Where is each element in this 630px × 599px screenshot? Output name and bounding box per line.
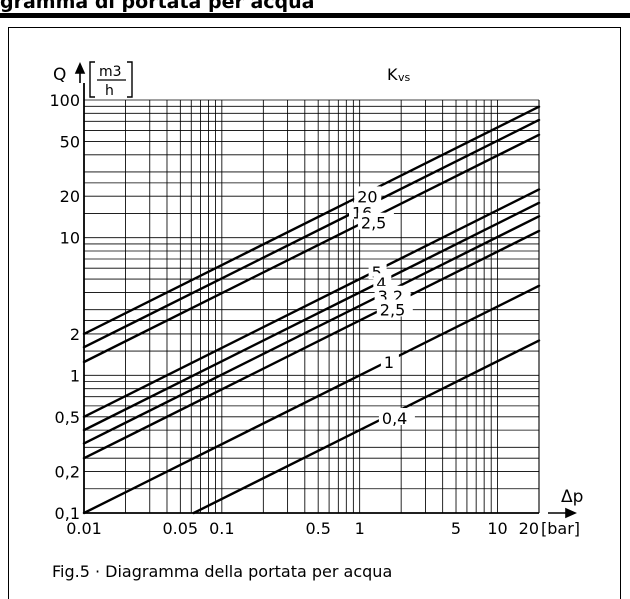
line-label-kvs-1: 1 — [384, 353, 394, 372]
x-axis-arrow-icon — [548, 507, 577, 519]
series-line-kvs-0-4 — [192, 339, 541, 515]
page-title: gramma di portata per acqua — [0, 0, 315, 13]
x-tick-label: 0.01 — [66, 519, 102, 538]
y-axis-label: Q — [53, 65, 66, 85]
x-tick-label: 5 — [451, 519, 461, 538]
line-label-background — [378, 408, 415, 425]
series-line-kvs-4 — [82, 201, 541, 432]
line-label-kvs-0-4: 0,4 — [382, 409, 407, 428]
line-label-background — [357, 212, 394, 230]
x-tick-label: 1 — [355, 519, 365, 538]
legend-title: K vs — [387, 65, 411, 84]
title-rule — [0, 13, 630, 18]
x-tick-label: 0.05 — [162, 519, 198, 538]
unit-bracket-left — [89, 61, 95, 98]
series-line-kvs-1 — [82, 284, 541, 515]
x-tick-label: 20 — [519, 519, 539, 538]
legend-title-sub: vs — [398, 71, 411, 84]
line-label-background — [376, 299, 413, 317]
line-label-background — [380, 352, 399, 370]
series-line-kvs-5 — [82, 188, 541, 418]
x-tick-label: 0.5 — [305, 519, 330, 538]
line-label-background — [354, 186, 382, 204]
y-tick-label: 10 — [60, 229, 80, 248]
line-label-kvs-12-5: 2,5 — [361, 214, 386, 233]
figure-caption: Fig.5 · Diagramma della portata per acqu… — [52, 562, 393, 581]
y-unit-numerator: m3 — [99, 64, 122, 80]
figure-frame — [8, 27, 621, 599]
line-label-kvs-2-5: 2,5 — [380, 301, 405, 320]
series-line-kvs-12-5 — [82, 133, 541, 364]
series-line-kvs-2-5 — [82, 229, 541, 460]
y-tick-label: 0,2 — [55, 463, 80, 482]
unit-bracket-right — [127, 61, 133, 98]
x-tick-label: 0.1 — [209, 519, 234, 538]
series-line-kvs-20 — [82, 105, 541, 336]
line-label-kvs-5: 5 — [372, 263, 382, 282]
chart-series — [82, 105, 541, 515]
series-line-kvs-3-2 — [82, 215, 541, 445]
y-axis-arrow-icon — [74, 62, 86, 83]
x-axis-label: Δp — [561, 487, 583, 507]
y-tick-label: 50 — [60, 132, 80, 151]
x-tick-label: 10 — [487, 519, 507, 538]
y-tick-label: 1 — [70, 366, 80, 385]
line-label-background — [374, 285, 411, 303]
y-tick-label: 0,1 — [55, 504, 80, 523]
line-label-kvs-4: 4 — [376, 274, 386, 293]
chart-tick-labels: 0,1 0,2 0,5 1 2 10 20 50 100 0.01 0.05 0.1 0.5 1 5 10 20… — [49, 91, 580, 538]
chart-grid — [83, 83, 540, 514]
y-tick-label: 2 — [70, 325, 80, 344]
y-tick-label: 20 — [60, 187, 80, 206]
line-label-kvs-20: 20 — [357, 187, 377, 206]
y-unit-denominator: h — [105, 83, 114, 99]
y-axis-title: Q m3 h — [53, 61, 133, 99]
y-tick-label: 100 — [49, 91, 80, 110]
series-line-kvs-16 — [82, 118, 541, 349]
x-axis-unit: [bar] — [541, 519, 580, 538]
y-tick-label: 0,5 — [55, 408, 80, 427]
legend-title-k: K — [387, 65, 398, 84]
x-axis-title: Δp — [548, 487, 583, 519]
